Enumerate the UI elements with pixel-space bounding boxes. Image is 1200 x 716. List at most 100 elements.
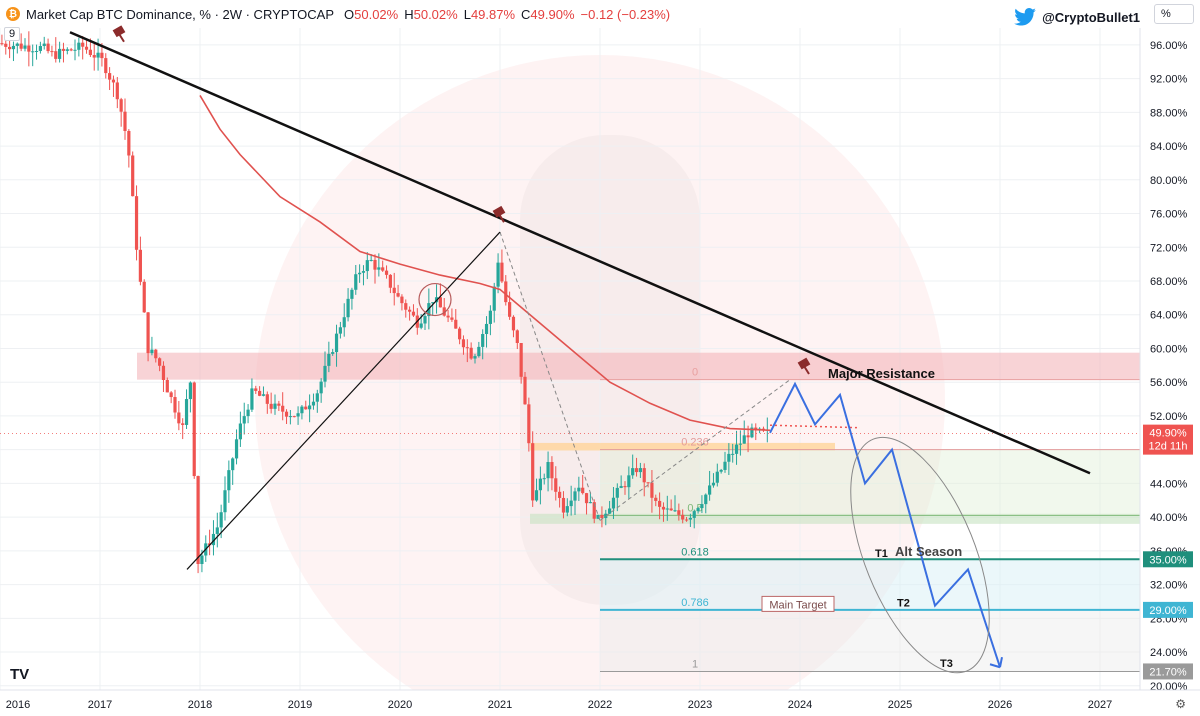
candle-body (446, 315, 450, 318)
price-tag-label: 21.70% (1149, 666, 1187, 678)
price-tag-label: 35.00% (1149, 554, 1187, 566)
candle-body (746, 435, 750, 438)
y-tick-label: 52.00% (1150, 411, 1188, 423)
y-tick-label: 96.00% (1150, 40, 1188, 52)
author-badge[interactable]: @CryptoBullet1 (1014, 8, 1140, 26)
y-tick-label: 60.00% (1150, 343, 1188, 355)
candle-body (169, 392, 173, 398)
candle-body (188, 382, 192, 400)
candle-body (611, 497, 616, 509)
alt-season-label: Alt Season (895, 544, 962, 559)
candle-body (496, 262, 500, 287)
fib-label: 0.236 (681, 437, 709, 449)
candle-body (558, 491, 562, 498)
candle-body (181, 423, 185, 425)
candle-body (61, 48, 66, 51)
candle-body (11, 45, 16, 50)
candle-body (150, 349, 154, 354)
candle-body (246, 409, 250, 417)
tradingview-logo: TV (10, 666, 30, 683)
candle-body (673, 510, 677, 512)
candle-body (711, 482, 716, 486)
y-tick-label: 68.00% (1150, 276, 1188, 288)
candle-body (669, 508, 673, 511)
candle-body (277, 403, 281, 406)
fib-label: 0.786 (681, 597, 709, 609)
main-target-box (761, 595, 835, 612)
candle-body (592, 502, 596, 519)
ohlc-high: 50.02% (413, 6, 458, 22)
candle-body (288, 416, 292, 418)
candle-body (581, 487, 585, 494)
y-tick-label: 24.00% (1150, 647, 1188, 659)
descending-trendline (69, 31, 1091, 475)
indicator-toggle[interactable]: 9 (4, 27, 21, 41)
candle-body (527, 404, 531, 444)
candle-body (627, 475, 631, 488)
candle-body (365, 260, 369, 272)
candle-body (338, 327, 342, 334)
candle-body (238, 423, 242, 440)
candle-body (450, 317, 454, 320)
candle-body (561, 497, 566, 513)
x-tick-label: 2018 (188, 699, 212, 711)
candle-body (515, 330, 519, 344)
candle-body (542, 478, 546, 480)
candle-body (115, 82, 119, 100)
hammer-marker (492, 205, 506, 223)
fib-label: 1 (692, 658, 698, 670)
candle-body (661, 506, 666, 510)
candle-body (215, 527, 219, 534)
candle-body (600, 514, 604, 519)
candle-body (0, 43, 4, 45)
candle-body (250, 388, 254, 410)
bitcoin-icon: ₿ (6, 7, 20, 21)
fib-area (600, 609, 1140, 672)
price-tag (1143, 551, 1193, 568)
candle-body (438, 297, 442, 308)
candle-body (331, 352, 335, 354)
forecast-path (769, 381, 1001, 668)
candle-body (58, 48, 62, 59)
candle-body (323, 365, 327, 382)
candle-body (688, 517, 692, 520)
candle-body (108, 73, 112, 80)
scale-button[interactable]: % (1154, 4, 1194, 24)
candle-body (634, 468, 639, 473)
candle-body (373, 259, 377, 270)
candle-body (211, 533, 216, 546)
candle-body (608, 508, 612, 514)
x-tick-label: 2016 (6, 699, 30, 711)
x-tick-label: 2026 (988, 699, 1012, 711)
candle-body (258, 390, 262, 396)
gear-icon[interactable]: ⚙ (1175, 697, 1186, 711)
candle-body (431, 302, 435, 304)
candle-body (84, 46, 89, 50)
moving-average-line (199, 95, 771, 432)
candle-body (334, 333, 339, 353)
candle-body (27, 45, 31, 52)
candle-body (296, 413, 300, 417)
candle-body (4, 43, 8, 47)
candle-body (54, 51, 58, 59)
ohlc-high-label: H (404, 6, 414, 22)
author-handle: @CryptoBullet1 (1042, 9, 1140, 25)
candle-body (488, 310, 492, 324)
candle-body (511, 316, 516, 331)
candle-body (19, 43, 23, 49)
candle-body (146, 312, 150, 354)
breakdown-circle (418, 282, 452, 317)
candle-body (615, 487, 619, 498)
ohlc-close: 49.90% (530, 6, 575, 22)
candle-body (642, 468, 646, 483)
candle-body (281, 405, 285, 412)
candle-body (700, 504, 704, 509)
candle-body (588, 502, 592, 504)
candle-body (550, 462, 554, 479)
candle-body (650, 482, 654, 498)
dotted-price-line (769, 424, 861, 429)
candle-body (265, 394, 269, 404)
candle-body (554, 478, 558, 492)
candle-body (134, 196, 139, 250)
